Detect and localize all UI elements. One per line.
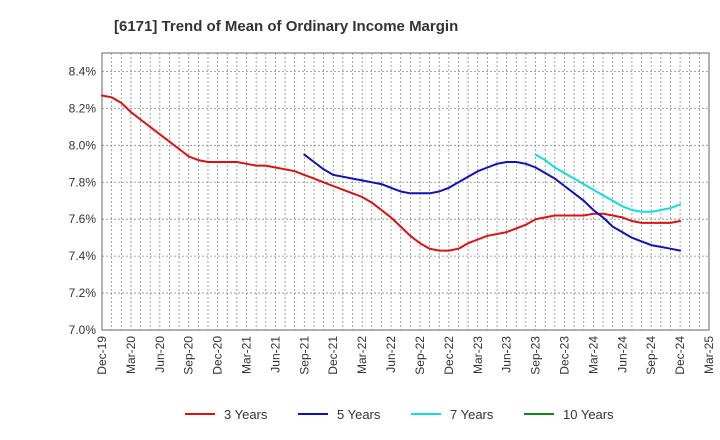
- legend-label: 10 Years: [563, 407, 614, 422]
- x-tick-label: Sep-22: [413, 336, 427, 375]
- y-tick-label: 7.2%: [69, 286, 97, 300]
- legend-label: 3 Years: [224, 407, 268, 422]
- x-tick-label: Sep-24: [644, 336, 658, 375]
- x-tick-label: Jun-22: [384, 336, 398, 373]
- x-tick-label: Sep-21: [297, 336, 311, 375]
- x-tick-label: Sep-20: [182, 336, 196, 375]
- plot-area: [101, 52, 710, 331]
- x-tick-label: Mar-22: [355, 336, 369, 374]
- series-line-3-years: [101, 94, 682, 252]
- x-tick-label: Dec-21: [326, 336, 340, 375]
- y-tick-label: 7.4%: [69, 249, 97, 263]
- x-tick-label: Mar-23: [471, 336, 485, 374]
- x-tick-label: Jun-20: [153, 336, 167, 373]
- chart-title: [6171] Trend of Mean of Ordinary Income …: [114, 18, 458, 35]
- series-layer: [101, 94, 682, 252]
- x-tick-label: Jun-23: [500, 336, 514, 373]
- x-tick-label: Dec-22: [442, 336, 456, 375]
- legend-label: 5 Years: [337, 407, 381, 422]
- x-tick-label: Dec-19: [95, 336, 109, 375]
- series-line-5-years: [303, 153, 682, 252]
- x-tick-label: Dec-23: [557, 336, 571, 375]
- series-line-7-years: [534, 153, 682, 213]
- x-tick-label: Mar-20: [124, 336, 138, 374]
- x-tick-label: Mar-21: [240, 336, 254, 374]
- x-tick-label: Jun-24: [615, 336, 629, 373]
- legend: 3 Years 5 Years 7 Years 10 Years: [185, 407, 614, 422]
- grid: [102, 53, 709, 330]
- x-tick-label: Jun-21: [268, 336, 282, 373]
- x-tick-label: Mar-25: [702, 336, 716, 374]
- y-axis: 7.0% 7.2% 7.4% 7.6% 7.8% 8.0% 8.2% 8.4%: [69, 64, 97, 337]
- y-tick-label: 8.0%: [69, 138, 97, 152]
- y-tick-label: 7.6%: [69, 212, 97, 226]
- x-tick-label: Dec-20: [211, 336, 225, 375]
- x-tick-label: Mar-24: [586, 336, 600, 374]
- x-tick-label: Sep-23: [529, 336, 543, 375]
- x-tick-label: Dec-24: [673, 336, 687, 375]
- legend-label: 7 Years: [450, 407, 494, 422]
- y-tick-label: 7.0%: [69, 323, 97, 337]
- x-axis: Dec-19 Mar-20 Jun-20 Sep-20 Dec-20 Mar-21 Jun-…: [95, 336, 716, 375]
- y-tick-label: 8.2%: [69, 101, 97, 115]
- y-tick-label: 8.4%: [69, 64, 97, 78]
- y-tick-label: 7.8%: [69, 175, 97, 189]
